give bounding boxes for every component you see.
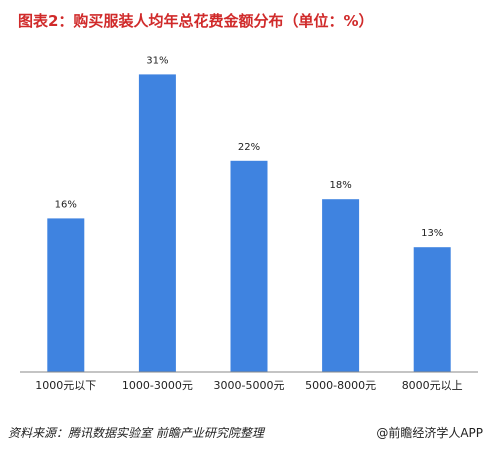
brand-credit: @前瞻经济学人APP xyxy=(376,426,483,440)
bar-0 xyxy=(47,218,85,372)
value-label-4: 13% xyxy=(421,228,443,239)
x-tick-label-2: 3000-5000元 xyxy=(214,379,285,392)
bar-2 xyxy=(230,160,268,372)
bar-1 xyxy=(138,74,176,373)
source-note: 资料来源：腾讯数据实验室 前瞻产业研究院整理 xyxy=(8,426,264,440)
value-label-2: 22% xyxy=(238,142,260,153)
bars-layer xyxy=(47,74,451,373)
x-tick-label-0: 1000元以下 xyxy=(35,379,96,392)
chart-title: 图表2：购买服装人均年总花费金额分布（单位：%） xyxy=(18,12,374,30)
x-tick-label-3: 5000-8000元 xyxy=(305,379,376,392)
value-label-1: 31% xyxy=(146,55,168,66)
value-label-3: 18% xyxy=(329,180,351,191)
value-label-0: 16% xyxy=(55,199,77,210)
labels-layer: 16% 1000元以下 31% 1000-3000元 22% 3000-5000元 18% 5… xyxy=(35,55,462,392)
bar-4 xyxy=(413,247,451,372)
bar-3 xyxy=(322,199,360,372)
x-tick-label-1: 1000-3000元 xyxy=(122,379,193,392)
x-tick-label-4: 8000元以上 xyxy=(402,379,463,392)
